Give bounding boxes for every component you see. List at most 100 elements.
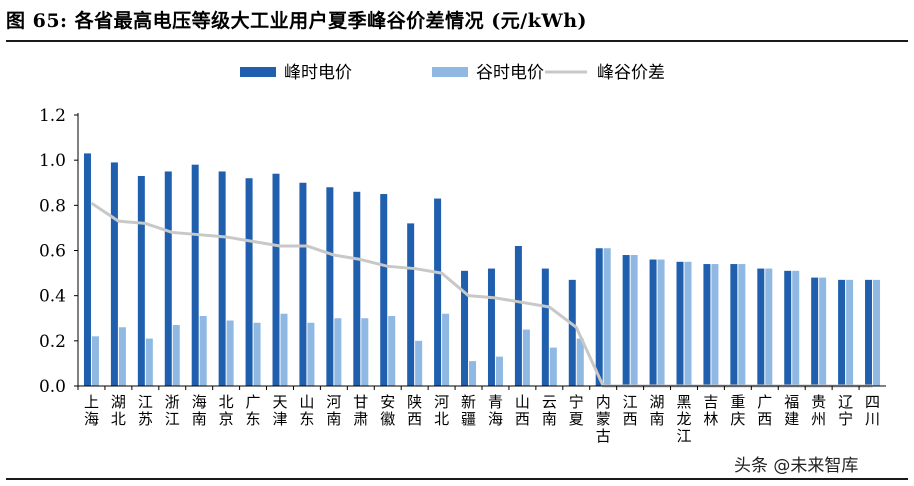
valley-bar-26 xyxy=(765,268,773,386)
peak-bar-24 xyxy=(703,264,711,386)
peak-bar-7 xyxy=(245,178,253,386)
valley-bar-9 xyxy=(307,322,315,386)
valley-bar-19 xyxy=(576,338,584,386)
peak-bar-16 xyxy=(487,268,495,386)
legend-valley: 谷时电价 xyxy=(432,63,544,83)
x-tick-label: 江苏 xyxy=(138,393,153,428)
peak-bar-22 xyxy=(649,259,657,386)
watermark: 头条 @未来智库 xyxy=(734,456,859,476)
peak-bar-28 xyxy=(811,277,819,386)
peak-bar-8 xyxy=(272,173,280,386)
valley-bar-15 xyxy=(469,361,477,386)
peak-bar-1 xyxy=(83,153,91,386)
x-tick-label: 云南 xyxy=(542,393,557,428)
peak-bar-18 xyxy=(541,268,549,386)
x-tick-label: 四川 xyxy=(865,393,880,428)
peak-bar-12 xyxy=(380,194,388,386)
x-tick-label: 安徽 xyxy=(380,393,395,428)
valley-bar-20 xyxy=(603,248,611,386)
y-tick-label: 0.8 xyxy=(39,196,66,216)
x-tick-label: 新疆 xyxy=(461,393,476,428)
chart-axes xyxy=(77,113,886,387)
x-tick-label: 河北 xyxy=(434,393,449,428)
valley-bar-17 xyxy=(522,329,530,386)
x-tick-label: 湖北 xyxy=(111,393,126,428)
valley-bar-8 xyxy=(280,313,288,386)
valley-price-bars xyxy=(91,248,881,386)
spread-line xyxy=(90,201,873,388)
peak-bar-17 xyxy=(514,245,522,386)
peak-bar-13 xyxy=(407,223,415,386)
x-tick-label: 福建 xyxy=(784,393,799,428)
legend-peak-swatch xyxy=(240,67,276,77)
x-tick-label: 浙江 xyxy=(165,393,180,428)
peak-bar-6 xyxy=(218,171,226,386)
valley-bar-5 xyxy=(199,315,207,386)
x-tick-label: 海南 xyxy=(192,393,207,428)
y-tick-label: 0.0 xyxy=(39,377,66,397)
valley-bar-25 xyxy=(738,264,746,386)
peak-bar-30 xyxy=(865,279,873,386)
chart-legend: 峰时电价 谷时电价 峰谷价差 xyxy=(240,63,665,83)
valley-bar-16 xyxy=(495,356,503,386)
valley-bar-29 xyxy=(846,279,854,386)
peak-bar-20 xyxy=(595,248,603,386)
peak-bar-21 xyxy=(622,255,630,386)
peak-bar-26 xyxy=(757,268,765,386)
valley-bar-22 xyxy=(657,259,665,386)
peak-bar-15 xyxy=(461,270,469,386)
valley-bar-18 xyxy=(549,347,557,386)
peak-bar-19 xyxy=(568,279,576,386)
peak-bar-29 xyxy=(838,279,846,386)
valley-bar-4 xyxy=(172,325,180,386)
x-tick-label: 山东 xyxy=(299,393,314,428)
legend-peak-label: 峰时电价 xyxy=(284,63,352,83)
valley-bar-3 xyxy=(145,338,153,386)
y-tick-label: 0.2 xyxy=(39,332,66,352)
peak-bar-4 xyxy=(164,171,172,386)
x-tick-label: 陕西 xyxy=(407,393,422,428)
legend-spread-label: 峰谷价差 xyxy=(597,63,665,83)
x-tick-label: 天津 xyxy=(272,393,287,428)
peak-bar-25 xyxy=(730,264,738,386)
valley-bar-23 xyxy=(684,261,692,386)
y-tick-label: 1.2 xyxy=(39,106,66,126)
x-tick-label: 宁夏 xyxy=(569,393,584,428)
y-tick-label: 0.6 xyxy=(39,242,66,262)
peak-bar-10 xyxy=(326,187,334,386)
peak-bar-2 xyxy=(110,162,118,386)
x-tick-label: 黑龙江 xyxy=(676,393,691,445)
valley-bar-10 xyxy=(334,318,342,386)
x-tick-label: 山西 xyxy=(515,393,530,428)
y-tick-label: 1.0 xyxy=(39,151,66,171)
bottom-divider xyxy=(6,478,908,480)
legend-peak: 峰时电价 xyxy=(240,63,352,83)
x-axis-category-labels: 上海湖北江苏浙江海南北京广东天津山东河南甘肃安徽陕西河北新疆青海山西云南宁夏内蒙… xyxy=(77,386,880,445)
peak-bar-14 xyxy=(434,198,442,386)
x-tick-label: 湖南 xyxy=(650,393,665,428)
x-tick-label: 广西 xyxy=(757,393,772,428)
x-tick-label: 甘肃 xyxy=(353,393,368,428)
valley-bar-1 xyxy=(91,336,99,386)
valley-bar-12 xyxy=(388,315,396,386)
peak-bar-3 xyxy=(137,175,145,386)
title-divider xyxy=(6,40,908,42)
figure-title: 图 65: 各省最高电压等级大工业用户夏季峰谷价差情况 (元/kWh) xyxy=(6,10,588,32)
x-tick-label: 贵州 xyxy=(811,393,826,428)
valley-bar-14 xyxy=(442,313,450,386)
x-tick-label: 辽宁 xyxy=(838,393,853,428)
x-tick-label: 重庆 xyxy=(730,393,745,428)
peak-bar-5 xyxy=(191,164,199,386)
peak-bar-11 xyxy=(353,191,361,386)
x-tick-label: 广东 xyxy=(246,393,261,428)
x-tick-label: 江西 xyxy=(623,393,638,428)
x-tick-label: 青海 xyxy=(488,393,503,428)
legend-valley-label: 谷时电价 xyxy=(476,63,544,83)
legend-valley-swatch xyxy=(432,67,468,77)
valley-bar-7 xyxy=(253,322,261,386)
y-axis-ticks: 0.0 0.2 0.4 0.6 0.8 1.0 1.2 xyxy=(39,106,78,397)
valley-bar-27 xyxy=(792,270,800,386)
x-tick-label: 北京 xyxy=(219,393,234,428)
peak-price-bars xyxy=(83,153,873,386)
